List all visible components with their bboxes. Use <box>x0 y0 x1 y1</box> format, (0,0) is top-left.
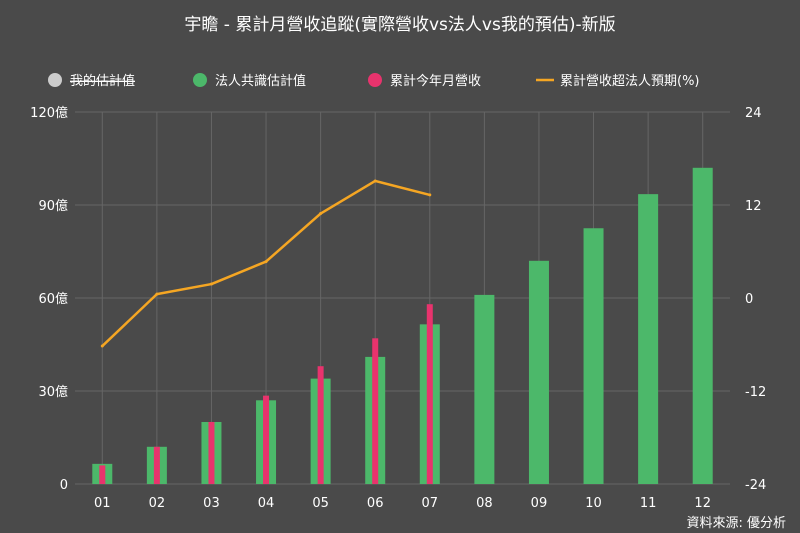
line-point <box>373 179 377 183</box>
x-tick-label: 05 <box>312 496 329 511</box>
bar-cumulative-revenue <box>263 395 270 484</box>
y-right-tick-label: 0 <box>745 292 753 307</box>
x-tick-label: 03 <box>203 496 220 511</box>
bar-cumulative-revenue <box>153 446 160 484</box>
legend-item: 累計營收超法人預期(%) <box>536 73 700 89</box>
legend-marker-icon <box>368 73 382 87</box>
bar-cumulative-revenue <box>99 465 106 484</box>
axes: 0 30億 60億 90億 120億 -24 -12 0 12 24 01 02 03 04 05 06 07 0… <box>30 105 766 511</box>
chart-title: 宇瞻 - 累計月營收追蹤(實際營收vs法人vs我的預估)-新版 <box>184 15 615 35</box>
bar-consensus-estimate <box>528 260 549 484</box>
x-tick-label: 11 <box>640 496 657 511</box>
x-tick-label: 06 <box>367 496 384 511</box>
x-tick-label: 04 <box>258 496 275 511</box>
x-tick-label: 09 <box>531 496 548 511</box>
legend-item: 我的估計值 <box>48 73 135 89</box>
x-tick-label: 02 <box>149 496 166 511</box>
y-right-tick-label: 24 <box>745 106 762 121</box>
line-point <box>264 260 268 264</box>
grid <box>75 111 730 485</box>
legend: 我的估計值 法人共識估計值 累計今年月營收 累計營收超法人預期(%) <box>48 73 700 89</box>
legend-item: 累計今年月營收 <box>368 73 481 89</box>
x-tick-label: 08 <box>476 496 493 511</box>
y-left-tick-label: 30億 <box>38 384 68 400</box>
legend-label: 累計營收超法人預期(%) <box>560 73 700 89</box>
bar-cumulative-revenue <box>426 304 433 484</box>
y-left-tick-label: 90億 <box>38 198 68 214</box>
y-right-tick-label: -24 <box>745 478 766 493</box>
y-left-tick-label: 60億 <box>38 291 68 307</box>
bars <box>92 167 713 485</box>
y-right-tick-label: 12 <box>745 199 762 214</box>
line-series <box>100 179 432 348</box>
bar-consensus-estimate <box>638 194 659 484</box>
legend-marker-icon <box>48 73 62 87</box>
bar-consensus-estimate <box>474 294 495 484</box>
x-tick-label: 12 <box>694 496 711 511</box>
x-tick-label: 10 <box>585 496 602 511</box>
bar-cumulative-revenue <box>372 338 379 484</box>
bar-cumulative-revenue <box>208 422 215 484</box>
line-point <box>209 282 213 286</box>
x-tick-label: 07 <box>422 496 439 511</box>
source-note: 資料來源: 優分析 <box>686 516 786 531</box>
y-left-tick-label: 0 <box>60 478 68 493</box>
bar-cumulative-revenue <box>317 366 324 484</box>
legend-label: 我的估計值 <box>70 73 135 89</box>
line-point <box>155 292 159 296</box>
line-point <box>319 212 323 216</box>
line-point <box>100 344 104 348</box>
line-point <box>428 193 432 197</box>
bar-consensus-estimate <box>583 228 604 484</box>
legend-item: 法人共識估計值 <box>193 73 306 89</box>
legend-marker-icon <box>193 73 207 87</box>
legend-label: 法人共識估計值 <box>215 73 306 89</box>
legend-label: 累計今年月營收 <box>390 73 481 89</box>
bar-consensus-estimate <box>692 167 713 485</box>
x-tick-label: 01 <box>94 496 111 511</box>
y-left-tick-label: 120億 <box>30 105 68 121</box>
y-right-tick-label: -12 <box>745 385 766 400</box>
